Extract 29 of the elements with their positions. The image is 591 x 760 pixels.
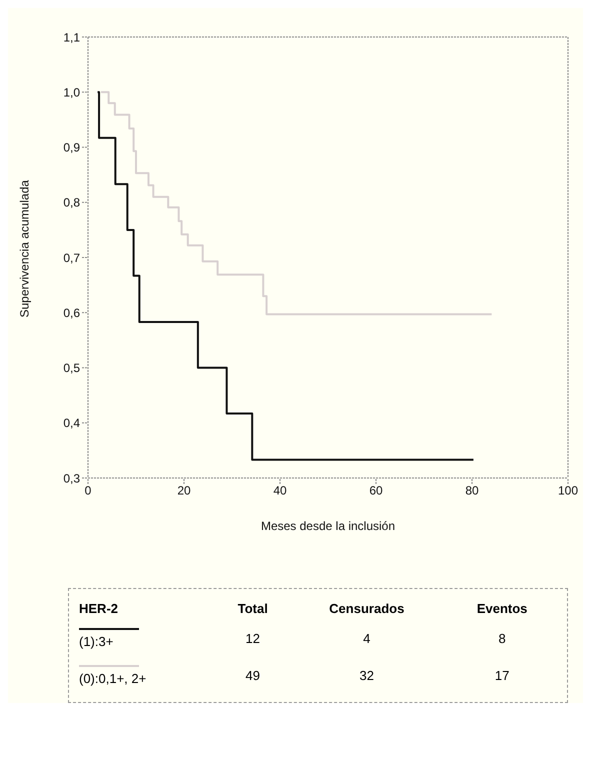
- text: Censurados: [328, 600, 406, 618]
- y-tick-label: 0,7: [63, 250, 80, 265]
- y-tick-label: 1,0: [63, 85, 80, 100]
- y-tick-label: 0,9: [63, 140, 80, 155]
- text: Total: [236, 600, 269, 618]
- legend-label: (1):3+: [79, 634, 114, 649]
- text: 8: [498, 630, 507, 648]
- y-tick-label: 0,6: [63, 306, 80, 320]
- x-tick-label: 80: [465, 484, 479, 498]
- x-axis-title: Meses desde la inclusión: [260, 519, 396, 533]
- x-tick-label: 0: [84, 484, 92, 498]
- text: 32: [358, 667, 375, 685]
- x-tick-label: 40: [273, 484, 287, 498]
- x-tick-label: 100: [558, 484, 578, 498]
- x-tick-label: 60: [369, 484, 383, 498]
- y-tick-label: 0,8: [63, 196, 80, 210]
- y-tick-label: 0,4: [63, 416, 80, 430]
- y-tick-label: 1,1: [63, 30, 80, 44]
- legend-title: HER-2: [79, 600, 120, 618]
- text: 12: [244, 630, 261, 648]
- text: Eventos: [476, 600, 528, 618]
- text: 4: [362, 630, 372, 648]
- y-tick-label: 0,3: [63, 471, 80, 486]
- legend-label: (0):0,1+, 2+: [79, 671, 146, 686]
- y-tick-label: 0,5: [63, 361, 80, 376]
- y-axis-title: Supervivencia acumulada: [17, 180, 32, 318]
- text: 49: [244, 667, 261, 685]
- text: 17: [494, 667, 510, 685]
- x-tick-label: 20: [177, 484, 191, 498]
